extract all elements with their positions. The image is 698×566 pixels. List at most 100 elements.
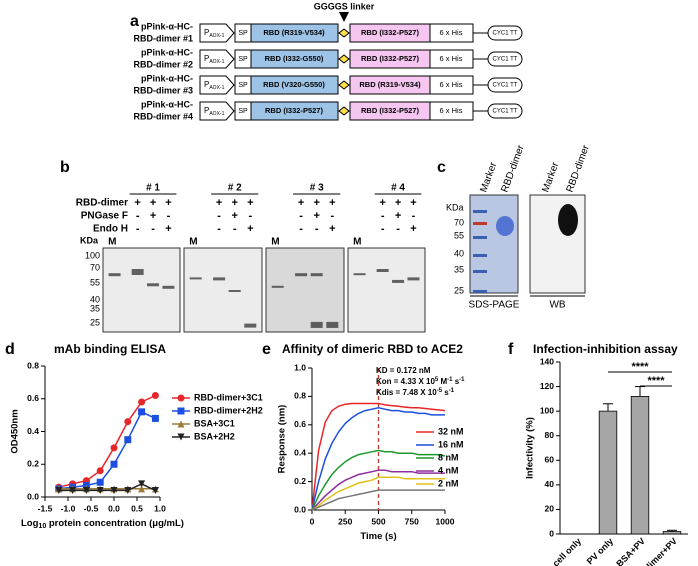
marker-lane-label: M [189, 237, 197, 248]
point [124, 436, 132, 444]
point [96, 486, 104, 494]
point [138, 485, 146, 493]
ladder-band [473, 210, 487, 213]
blot-band [558, 204, 578, 236]
group-title: # 4 [391, 183, 405, 194]
bar [598, 410, 618, 535]
linker [338, 54, 350, 64]
bar [630, 395, 650, 535]
sign: - [381, 223, 385, 235]
legend-label: 2 nM [438, 478, 459, 488]
annotation-part: -1 [447, 377, 453, 383]
y-tick-label: 20 [545, 504, 555, 514]
sign: + [150, 210, 156, 222]
band [392, 279, 405, 283]
y-tick-label: 60 [545, 455, 555, 465]
x-axis-label-part: Time (s) [360, 531, 396, 542]
sign: - [217, 210, 221, 222]
series-line [58, 483, 156, 492]
legend-label: RBD-dimer+2H2 [194, 405, 263, 415]
series-line [311, 476, 445, 511]
gel [102, 247, 181, 333]
point [124, 486, 132, 494]
bar [662, 531, 682, 535]
panel-label: a [130, 13, 139, 30]
sign: - [299, 223, 303, 235]
promoter-sub: AOX-1 [209, 85, 224, 91]
y-tick-label: 0.4 [27, 426, 39, 436]
point [110, 444, 118, 452]
gel-caption: WB [549, 300, 565, 311]
panel-label: f [508, 341, 514, 358]
linker-arrow [339, 12, 349, 22]
significance-label: **** [631, 361, 649, 373]
sign: - [248, 210, 252, 222]
promoter-label: PAOX-1 [204, 106, 225, 117]
linker [338, 106, 350, 116]
point [151, 391, 159, 399]
series-line [311, 449, 446, 511]
gel [529, 194, 586, 294]
panel-label: b [60, 159, 70, 176]
series-line [311, 469, 445, 511]
annotation-part: s [442, 388, 449, 397]
terminator-label: CYC1 TT [493, 109, 518, 115]
terminator-box [487, 51, 523, 67]
rbd1-label: RBD (I332-G550) [265, 54, 324, 63]
promoter-letter: P [204, 106, 209, 115]
sign: - [315, 223, 319, 235]
x-tick-label: -0.5 [84, 503, 99, 513]
promoter-letter: P [204, 54, 209, 63]
x-tick-label: 0 [310, 516, 315, 526]
lane-label: RBD-dimer [565, 143, 592, 194]
kda-label: KDa [80, 235, 99, 245]
his-label: 6 x His [440, 28, 463, 37]
annotation-part: Kon = 4.33 X 10 [376, 377, 435, 386]
mw-tick-label: 55 [454, 230, 464, 240]
point [124, 418, 132, 426]
band [213, 277, 226, 281]
x-tick-label: -1.5 [38, 503, 53, 513]
sp-label: SP [238, 30, 248, 37]
annotation-part: -1 [449, 388, 455, 394]
terminator-box [487, 25, 523, 41]
y-tick-label: 0.8 [27, 360, 39, 370]
chart-title: Infection-inhibition assay [533, 342, 678, 356]
row-label: PNGase F [81, 211, 128, 222]
series-line [311, 402, 446, 511]
sign: + [329, 197, 335, 209]
promoter [199, 49, 235, 69]
construct-name: RBD-dimer #1 [133, 33, 193, 43]
promoter [199, 23, 235, 43]
point [96, 467, 104, 475]
row-label: RBD-dimer [76, 198, 128, 209]
annotation-part: -5 [437, 388, 443, 394]
legend-marker [177, 433, 185, 441]
legend-marker [177, 420, 185, 428]
band [310, 273, 323, 277]
mw-tick-label: 35 [454, 264, 464, 274]
sign: + [165, 197, 171, 209]
y-tick-label: 0.8 [294, 391, 306, 401]
protein-band [496, 216, 514, 236]
ladder-band [473, 236, 487, 239]
sign: - [330, 210, 334, 222]
x-tick-label: 500 [371, 516, 385, 526]
y-tick-label: 140 [540, 356, 554, 366]
band [131, 269, 144, 275]
sign: - [412, 210, 416, 222]
rbd1-label: RBD (V320-G550) [263, 80, 325, 89]
mw-tick-label: 35 [90, 303, 100, 313]
linker [338, 28, 350, 38]
his-label: 6 x His [440, 106, 463, 115]
mw-tick-label: 40 [454, 248, 464, 258]
y-tick-label: 0.6 [27, 393, 39, 403]
annotation: Kdis = 7.48 X 10-5 s-1 [376, 388, 455, 398]
annotation-part: 5 [435, 377, 439, 383]
ladder-band [473, 270, 487, 273]
rbd2-label: RBD (I332-P527) [361, 54, 419, 63]
point [138, 408, 146, 416]
point [55, 486, 63, 494]
construct-name: pPink-α-HC- [141, 73, 193, 83]
point [69, 486, 77, 494]
